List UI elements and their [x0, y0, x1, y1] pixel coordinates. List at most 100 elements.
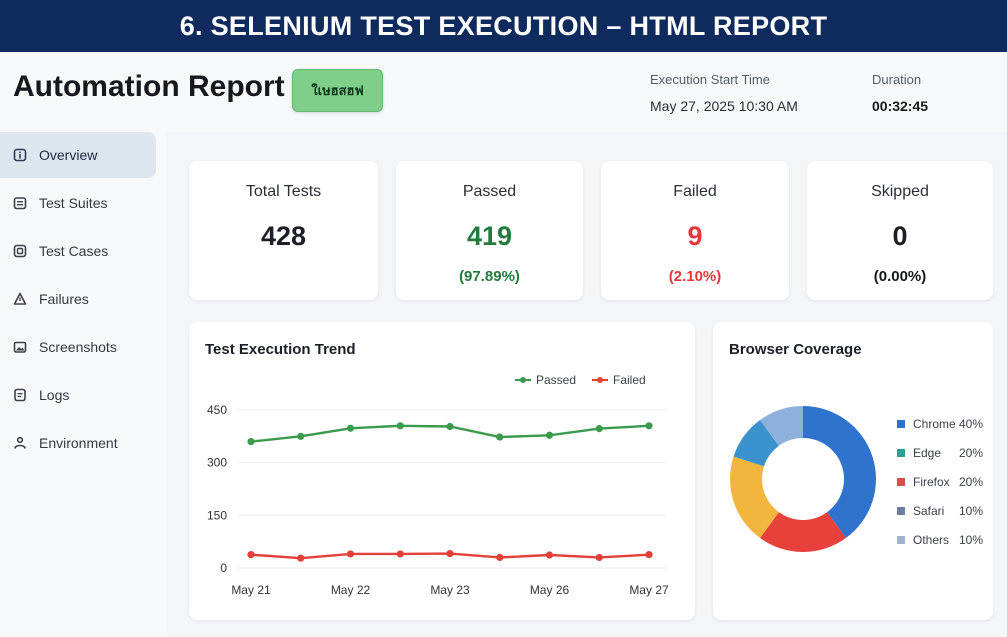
- sidebar-item-test-suites[interactable]: Test Suites: [0, 180, 156, 226]
- stat-card-total: Total Tests 428: [189, 161, 378, 300]
- stat-value: 9: [687, 221, 703, 251]
- legend-percentage: 10%: [959, 533, 984, 547]
- x-tick-label: May 21: [231, 583, 271, 597]
- legend-marker-passed: [515, 377, 531, 383]
- legend-label: Others: [913, 533, 950, 547]
- data-point-failed: [645, 551, 653, 559]
- sidebar-item-test-cases[interactable]: Test Cases: [0, 228, 156, 274]
- sidebar-item-label: Test Suites: [39, 195, 108, 211]
- data-point-passed: [446, 422, 454, 431]
- legend-item-passed: Passed: [514, 373, 576, 387]
- pie-legend-item-others: Others 10%: [897, 533, 987, 547]
- status-badge: ใเษฮสฮฟ: [292, 69, 383, 112]
- data-point-passed: [645, 422, 653, 430]
- pie-slice-firefox: [730, 456, 779, 539]
- pie-legend-item-firefox: Firefox 20%: [897, 475, 987, 489]
- stat-label: Passed: [462, 183, 517, 200]
- stat-value: 0: [892, 221, 908, 251]
- chart-title: Test Execution Trend: [205, 341, 356, 358]
- pie-slice-safari: [733, 419, 779, 467]
- stat-card-passed: Passed 419 (97.89%): [396, 161, 583, 300]
- legend-percentage: 40%: [959, 417, 984, 431]
- execution-start-value: May 27, 2025 10:30 AM: [650, 98, 798, 114]
- data-point-failed: [446, 550, 454, 558]
- sidebar-item-label: Failures: [39, 291, 89, 307]
- x-tick-label: May 27: [629, 583, 669, 597]
- pie-slice-others: [760, 406, 803, 446]
- legend-marker-failed: [592, 377, 608, 383]
- data-point-passed: [247, 438, 255, 446]
- legend-swatch: [897, 536, 905, 544]
- data-point-failed: [346, 550, 355, 558]
- pie-legend-item-chrome: Chrome 40%: [897, 417, 987, 431]
- browser-donut-chart: [730, 406, 876, 552]
- test-execution-trend-panel: Test Execution Trend Passed Failed 0 150 3…: [189, 322, 695, 620]
- legend-swatch: [897, 449, 905, 457]
- data-point-passed: [346, 424, 355, 432]
- sidebar-item-overview[interactable]: Overview: [0, 132, 156, 178]
- stat-label: Total Tests: [245, 183, 322, 200]
- execution-start-label: Execution Start Time: [650, 72, 770, 87]
- sidebar-item-logs[interactable]: Logs: [0, 372, 156, 418]
- x-tick-label: May 22: [331, 583, 371, 597]
- sidebar-item-environment[interactable]: Environment: [0, 420, 156, 466]
- info-icon: [13, 148, 27, 162]
- data-point-passed: [496, 433, 504, 441]
- image-icon: [13, 341, 27, 353]
- log-icon: [14, 388, 26, 402]
- data-point-failed: [396, 550, 404, 558]
- stat-card-skipped: Skipped 0 (0.00%): [807, 161, 993, 300]
- x-tick-label: May 23: [430, 583, 470, 597]
- y-tick-label: 450: [207, 403, 227, 417]
- sidebar-item-label: Logs: [39, 387, 70, 403]
- legend-swatch: [897, 478, 905, 486]
- sidebar-item-label: Environment: [39, 435, 118, 451]
- stat-percentage: (2.10%): [668, 268, 722, 285]
- pie-legend-item-edge: Edge 20%: [897, 446, 987, 460]
- legend-label: Failed: [613, 373, 646, 387]
- legend-swatch: [897, 420, 905, 428]
- legend-item-failed: Failed: [591, 373, 646, 387]
- sidebar-item-failures[interactable]: Failures: [0, 276, 156, 322]
- data-point-passed: [297, 432, 305, 440]
- legend-percentage: 20%: [959, 475, 984, 489]
- duration: Duration 00:32:45: [872, 72, 928, 114]
- data-point-passed: [595, 425, 603, 433]
- report-header: Automation Report ใเษฮสฮฟ Execution Star…: [0, 52, 1007, 132]
- chart-title: Browser Coverage: [729, 341, 862, 358]
- sidebar-item-label: Overview: [39, 147, 98, 163]
- page-title: Automation Report: [13, 70, 285, 103]
- legend-label: Safari: [913, 504, 945, 518]
- stat-value: 419: [466, 221, 513, 251]
- page-banner: 6. SELENIUM TEST EXECUTION – HTML REPORT: [0, 0, 1007, 52]
- stat-percentage: (97.89%): [459, 268, 520, 285]
- y-tick-label: 150: [207, 508, 227, 522]
- sidebar-item-screenshots[interactable]: Screenshots: [0, 324, 156, 370]
- data-point-failed: [297, 554, 305, 562]
- duration-label: Duration: [872, 72, 922, 87]
- data-point-passed: [545, 431, 554, 439]
- data-point-failed: [496, 553, 504, 562]
- stat-label: Skipped: [871, 183, 929, 200]
- legend-label: Chrome: [913, 417, 955, 431]
- stat-percentage: (0.00%): [873, 268, 927, 285]
- data-point-passed: [396, 422, 404, 430]
- pie-legend-item-safari: Safari 10%: [897, 504, 987, 518]
- duration-value: 00:32:45: [872, 98, 929, 114]
- data-point-failed: [247, 551, 255, 559]
- legend-swatch: [897, 507, 905, 515]
- case-icon: [13, 244, 27, 258]
- pie-slice-chrome: [803, 406, 876, 539]
- execution-start-time: Execution Start Time May 27, 2025 10:30 …: [650, 72, 798, 114]
- pie-slice-edge: [760, 512, 846, 552]
- data-point-failed: [545, 551, 554, 559]
- x-tick-label: May 26: [530, 583, 570, 597]
- failure-icon: [13, 292, 27, 305]
- stat-label: Failed: [673, 183, 717, 200]
- stat-card-failed: Failed 9 (2.10%): [601, 161, 789, 300]
- y-tick-label: 0: [220, 561, 227, 575]
- sidebar-item-label: Test Cases: [39, 243, 109, 259]
- data-point-failed: [595, 553, 603, 562]
- stat-value: 428: [260, 221, 307, 251]
- sidebar: Overview Test Suites Test Cases Failures…: [0, 132, 166, 637]
